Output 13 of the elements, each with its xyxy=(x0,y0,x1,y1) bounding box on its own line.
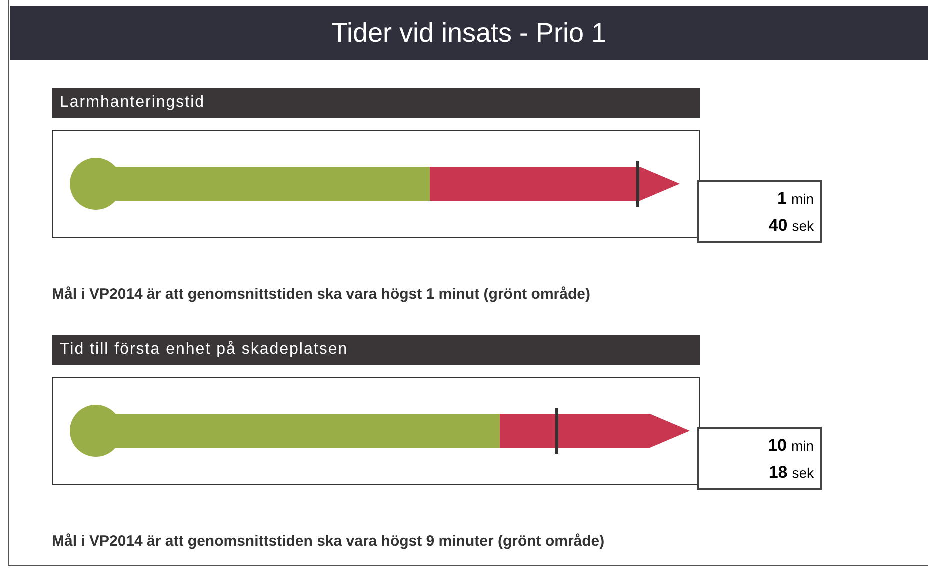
data-label: 40 xyxy=(768,216,788,235)
data-label: 10 xyxy=(768,436,787,455)
category-label: min xyxy=(791,438,814,454)
category-label: sek xyxy=(792,465,814,481)
text: Tid till första enhet på skadeplatsen xyxy=(52,335,700,365)
category-label: min xyxy=(791,191,814,207)
text: Larmhanteringstid xyxy=(52,88,700,118)
text: Tider vid insats - Prio 1 xyxy=(10,6,928,60)
data-label: 18 xyxy=(768,463,788,482)
category-label: sek xyxy=(792,218,814,234)
text: Mål i VP2014 är att genomsnittstiden ska vara högst 1 minut (grönt område) xyxy=(52,286,590,303)
text: Mål i VP2014 är att genomsnittstiden ska vara högst 9 minuter (grönt område) xyxy=(52,533,605,550)
data-label: 1 xyxy=(778,189,787,208)
